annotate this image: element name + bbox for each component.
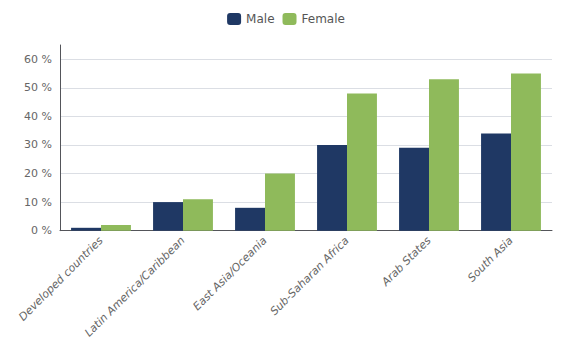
svg-text:East Asia/Oceania: East Asia/Oceania bbox=[191, 234, 270, 313]
svg-text:Arab States: Arab States bbox=[378, 234, 433, 289]
svg-text:Sub-Saharan Africa: Sub-Saharan Africa bbox=[268, 234, 352, 318]
svg-text:0 %: 0 % bbox=[31, 224, 52, 237]
svg-text:South Asia: South Asia bbox=[465, 234, 516, 285]
svg-text:Male: Male bbox=[246, 12, 274, 26]
svg-text:50 %: 50 % bbox=[24, 81, 52, 94]
svg-text:40 %: 40 % bbox=[24, 110, 52, 123]
svg-text:Developed countries: Developed countries bbox=[16, 234, 106, 324]
svg-text:60 %: 60 % bbox=[24, 53, 52, 66]
svg-text:Female: Female bbox=[302, 12, 345, 26]
svg-text:30 %: 30 % bbox=[24, 138, 52, 151]
svg-text:20 %: 20 % bbox=[24, 167, 52, 180]
svg-text:Latin America/Caribbean: Latin America/Caribbean bbox=[82, 234, 187, 339]
svg-text:10 %: 10 % bbox=[24, 196, 52, 209]
